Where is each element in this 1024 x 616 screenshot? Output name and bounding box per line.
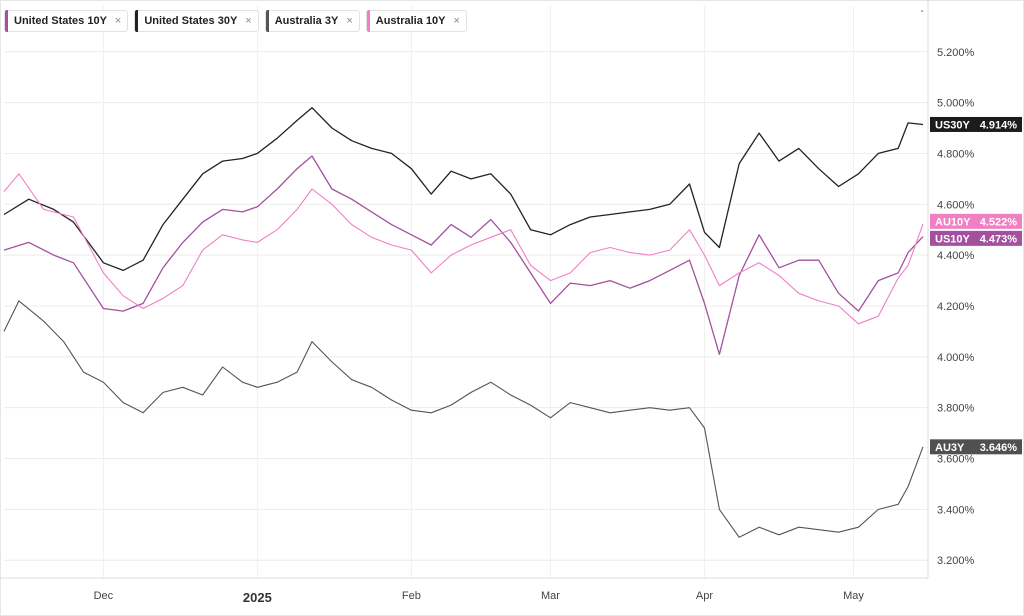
legend-label: United States 10Y bbox=[14, 15, 107, 27]
price-tag bbox=[930, 230, 1022, 246]
series-color-swatch bbox=[135, 10, 139, 32]
y-tick-label: 4.200% bbox=[937, 301, 975, 313]
x-tick-label: Apr bbox=[696, 590, 713, 602]
y-tick-label: 4.400% bbox=[937, 250, 975, 262]
y-tick-label: 4.800% bbox=[937, 148, 975, 160]
legend-label: Australia 3Y bbox=[274, 15, 339, 27]
price-tag bbox=[930, 439, 1022, 455]
y-tick-label: 4.000% bbox=[937, 352, 975, 364]
x-tick-label: May bbox=[843, 590, 864, 602]
close-icon[interactable]: × bbox=[346, 15, 353, 27]
price-tag bbox=[930, 213, 1022, 229]
y-tick-label: 3.800% bbox=[937, 403, 975, 415]
y-tick-label: 3.600% bbox=[937, 454, 975, 466]
legend-label: United States 30Y bbox=[144, 15, 238, 27]
x-tick-label: Mar bbox=[541, 590, 560, 602]
x-tick-label: Dec bbox=[94, 590, 114, 602]
legend-chip-au3y[interactable]: Australia 3Y × bbox=[264, 10, 360, 32]
legend-chip-us10y[interactable]: United States 10Y × bbox=[4, 10, 129, 32]
close-icon[interactable]: × bbox=[245, 15, 252, 27]
price-tag-value: 4.522% bbox=[980, 216, 1018, 228]
price-tag-value: 4.473% bbox=[980, 233, 1018, 245]
close-icon[interactable]: × bbox=[453, 15, 460, 27]
price-tag-code: US10Y bbox=[935, 233, 971, 245]
x-tick-label: Feb bbox=[402, 590, 421, 602]
series-color-swatch bbox=[265, 10, 269, 32]
scale-dot bbox=[921, 10, 923, 12]
close-icon[interactable]: × bbox=[114, 15, 122, 27]
legend-chip-au10y[interactable]: Australia 10Y × bbox=[365, 10, 467, 32]
series-line-1 bbox=[3, 107, 924, 272]
y-tick-label: 3.200% bbox=[937, 555, 975, 567]
legend-chip-us30y[interactable]: United States 30Y × bbox=[134, 10, 259, 32]
price-tag-value: 4.914% bbox=[980, 119, 1018, 131]
legend: United States 10Y × United States 30Y × … bbox=[4, 10, 467, 32]
y-tick-label: 3.400% bbox=[937, 504, 975, 516]
series-color-swatch bbox=[366, 10, 370, 32]
legend-label: Australia 10Y bbox=[375, 15, 446, 27]
price-tag-code: AU10Y bbox=[935, 216, 971, 228]
series-line-2 bbox=[3, 155, 924, 355]
y-tick-label: 5.200% bbox=[937, 47, 975, 59]
price-tag bbox=[930, 116, 1022, 132]
price-tag-value: 3.646% bbox=[980, 442, 1018, 454]
series-color-swatch bbox=[5, 10, 8, 32]
series-line-4 bbox=[3, 300, 924, 538]
y-tick-label: 5.000% bbox=[937, 98, 975, 110]
series-line-3 bbox=[3, 173, 924, 325]
x-tick-label: 2025 bbox=[243, 590, 272, 605]
price-tag-code: US30Y bbox=[935, 119, 971, 131]
y-tick-label: 4.600% bbox=[937, 199, 975, 211]
price-tag-code: AU3Y bbox=[935, 442, 965, 454]
